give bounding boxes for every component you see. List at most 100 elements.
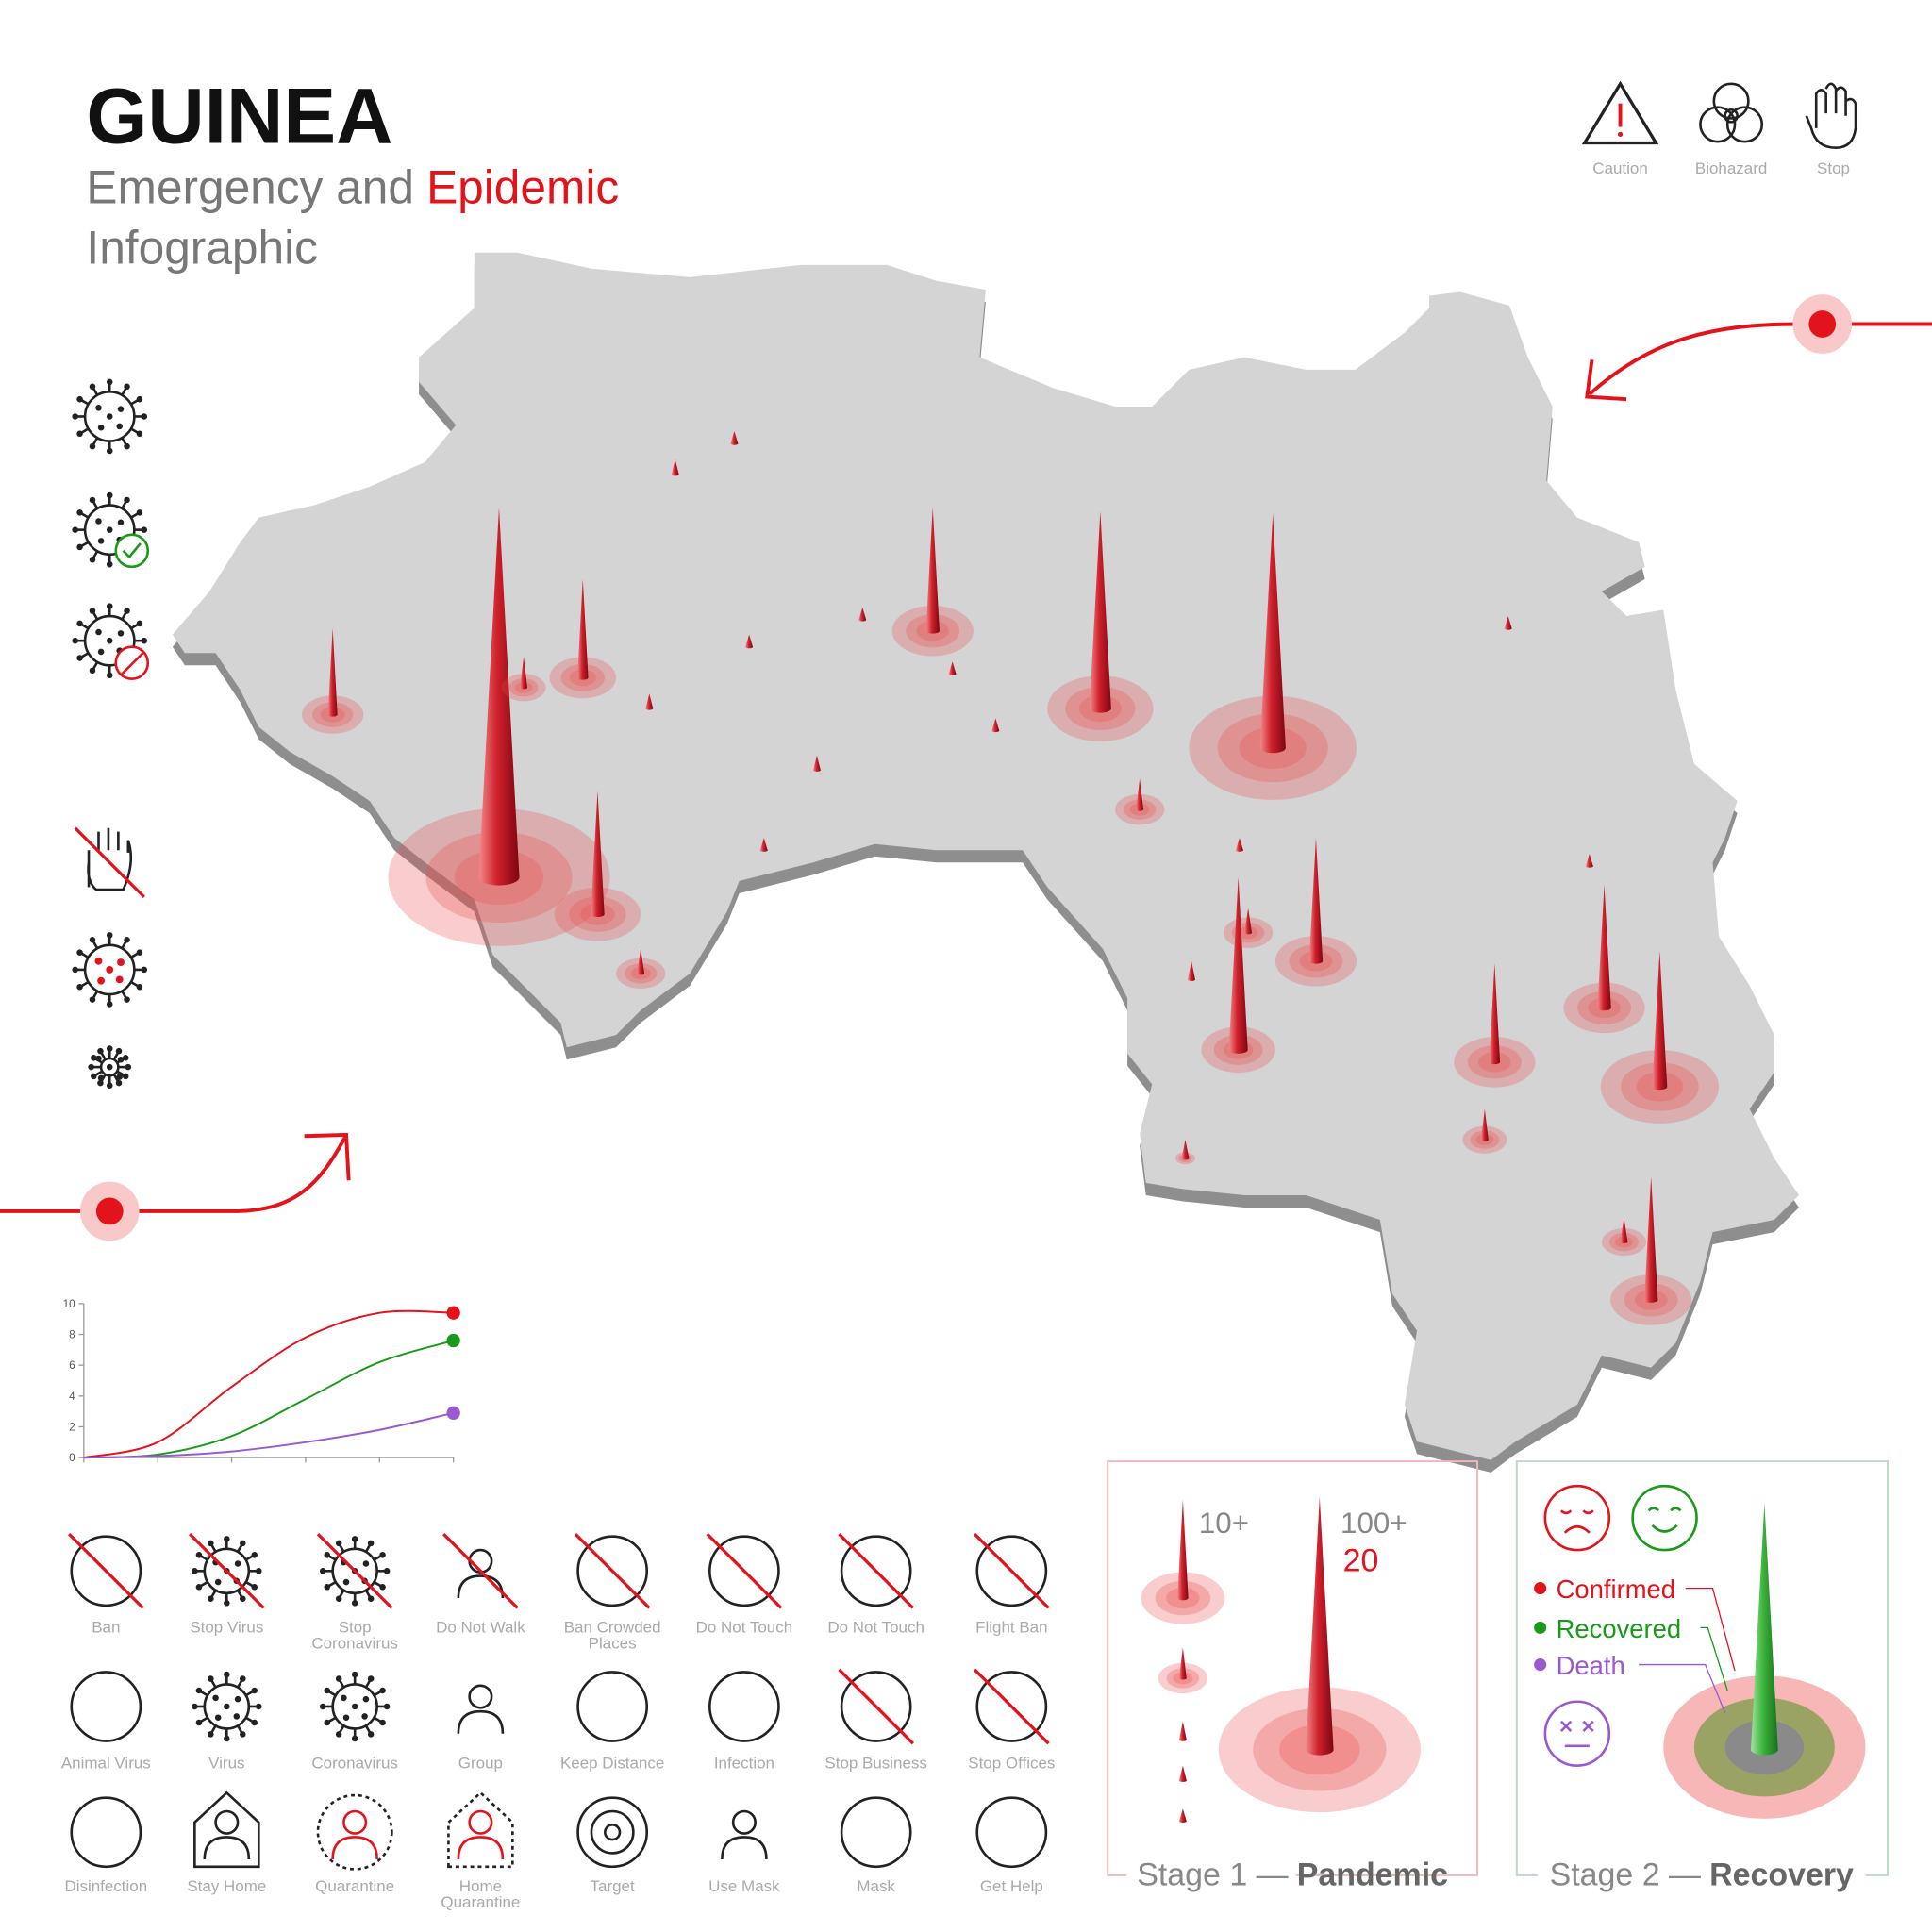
icon-shape xyxy=(122,1073,129,1080)
icon-shape xyxy=(70,1535,142,1607)
icon-shape xyxy=(383,1703,391,1710)
icon-shape xyxy=(319,1703,326,1710)
icon-shape xyxy=(351,1703,358,1710)
icon-shape xyxy=(212,1694,219,1702)
icon-label: Quarantine xyxy=(315,1877,394,1895)
icon-shape xyxy=(95,518,102,525)
icon-label: Coronavirus xyxy=(311,1635,397,1653)
legend-label: Confirmed xyxy=(1557,1574,1675,1604)
top-icons: Caution Biohazard Stop xyxy=(1581,80,1857,177)
icon-stop xyxy=(1805,82,1857,150)
series-end-dot xyxy=(446,1333,460,1348)
y-tick-label: 10 xyxy=(63,1298,76,1310)
icon-shape xyxy=(106,413,113,420)
spike-base xyxy=(1244,931,1253,935)
icon-shape xyxy=(89,383,96,391)
icon-label: Do Not Touch xyxy=(696,1619,793,1637)
spike-base xyxy=(991,728,1000,733)
icon-shape xyxy=(975,1535,1048,1607)
icon-slash xyxy=(316,1532,393,1609)
icon-shape xyxy=(97,1079,104,1087)
icon-label: Group xyxy=(458,1754,503,1772)
icon-biohazard xyxy=(1699,106,1737,143)
stage-1-panel: 10+ 100+ 20 Stage 1 — Pandemic xyxy=(1107,1460,1479,1892)
icon-slash xyxy=(838,1668,914,1745)
spike xyxy=(925,508,940,631)
icon-slash xyxy=(574,1532,651,1609)
y-tick-label: 8 xyxy=(69,1328,75,1341)
spike-base xyxy=(1136,808,1144,811)
icon-label: Animal Virus xyxy=(61,1754,151,1772)
face-icon xyxy=(1563,1524,1591,1534)
icon-shape xyxy=(731,1809,757,1835)
legend-dot xyxy=(1534,1582,1547,1595)
spike xyxy=(520,657,528,688)
spike xyxy=(1308,838,1324,961)
icon-shape xyxy=(324,1552,331,1558)
spike xyxy=(1178,1647,1187,1678)
icon-shape xyxy=(457,1574,505,1599)
icon-slash xyxy=(74,826,145,899)
map-shape xyxy=(172,252,1799,1460)
icon-shape xyxy=(89,996,96,1003)
icon-shape xyxy=(89,936,96,943)
face-icon xyxy=(1582,1720,1594,1733)
icon-shape xyxy=(708,1671,780,1742)
icon-shape xyxy=(721,1836,768,1859)
spike xyxy=(1259,513,1286,748)
icon-label: Caution xyxy=(1592,159,1648,177)
face-icon xyxy=(1651,1524,1678,1533)
icon-shape xyxy=(195,1552,203,1558)
icon-shape xyxy=(192,1568,198,1574)
legend-leader xyxy=(1685,1587,1736,1672)
spike-base xyxy=(948,672,957,676)
spike-base xyxy=(1236,848,1243,852)
spike xyxy=(1089,511,1111,709)
icon-shape xyxy=(70,1796,142,1869)
icon-label: Target xyxy=(591,1877,635,1895)
spike xyxy=(1751,1503,1778,1750)
icon-shape xyxy=(72,413,78,420)
icon-shape xyxy=(106,932,113,939)
icon-shape xyxy=(379,1719,386,1726)
icon-shape xyxy=(106,637,113,644)
icon-slash xyxy=(973,1532,1050,1609)
icon-shape xyxy=(195,1584,203,1591)
icon-shape xyxy=(95,405,102,411)
icon-shape xyxy=(115,1047,123,1055)
icon-label: Coronavirus xyxy=(311,1754,397,1772)
spike xyxy=(1504,616,1512,629)
spike-base xyxy=(925,627,940,634)
spike xyxy=(1644,1176,1658,1300)
icon-shape xyxy=(351,1536,358,1542)
spike xyxy=(948,661,957,675)
icon-shape xyxy=(576,1796,649,1869)
icon-shape xyxy=(251,1687,258,1694)
icon-shape xyxy=(224,1703,230,1710)
icon-shape xyxy=(367,1540,375,1547)
icon-shape xyxy=(124,996,130,1003)
icon-caution xyxy=(1617,131,1624,137)
icon-label: Keep Distance xyxy=(560,1754,664,1772)
spike xyxy=(1244,908,1253,933)
icon-shape xyxy=(141,637,148,644)
icon-slash xyxy=(188,1532,265,1609)
icon-shape xyxy=(457,1836,505,1859)
icon-shape xyxy=(208,1731,214,1738)
spike xyxy=(1652,951,1668,1087)
icon-shape xyxy=(97,976,106,985)
large-label: 100+ xyxy=(1341,1507,1407,1540)
legend-dot xyxy=(1534,1621,1547,1634)
icon-shape xyxy=(335,1675,342,1682)
icon-shape xyxy=(256,1568,262,1574)
icon-shape xyxy=(72,526,78,533)
series-line xyxy=(83,1340,454,1459)
icon-shape xyxy=(233,1713,241,1720)
spike xyxy=(1236,838,1243,851)
icon-shape xyxy=(124,936,130,943)
icon-shape xyxy=(256,1703,262,1710)
spike-base xyxy=(1620,1241,1628,1244)
spike xyxy=(1228,876,1248,1050)
face-icon xyxy=(1631,1484,1698,1552)
icon-shape xyxy=(324,1719,331,1726)
